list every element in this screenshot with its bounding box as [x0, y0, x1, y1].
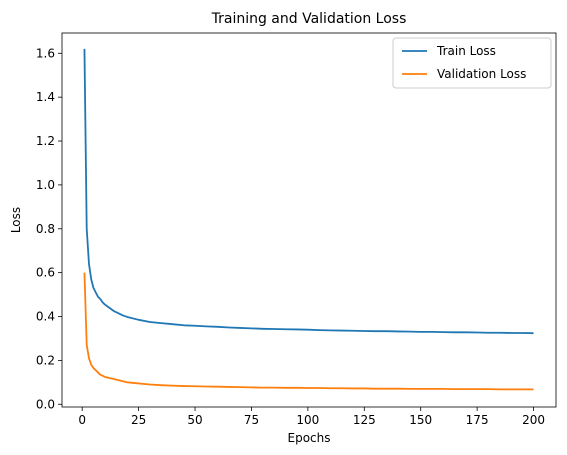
x-tick-label: 75 — [244, 413, 259, 427]
x-tick-label: 25 — [131, 413, 146, 427]
y-tick-label: 1.6 — [36, 46, 55, 60]
legend-label-train-loss: Train Loss — [436, 44, 496, 58]
x-tick-label: 0 — [78, 413, 86, 427]
plot-area — [62, 33, 556, 407]
legend: Train Loss Validation Loss — [392, 37, 552, 89]
x-tick-label: 50 — [187, 413, 202, 427]
series-line-train-loss — [83, 48, 534, 335]
axes-layer: 0 25 50 75 100 125 150 175 200 0.0 0.2 0.4 0.6 0.8 1.0… — [36, 32, 557, 427]
plot-background — [62, 33, 556, 407]
y-tick-label: 0.4 — [36, 310, 55, 324]
series-layer — [83, 48, 534, 391]
y-tick-label: 0.2 — [36, 353, 55, 367]
y-tick-label: 1.2 — [36, 134, 55, 148]
y-tick-label: 0.8 — [36, 222, 55, 236]
y-tick-label: 1.4 — [36, 90, 55, 104]
x-tick-label: 125 — [353, 413, 376, 427]
chart-title: Training and Validation Loss — [211, 11, 407, 27]
x-tick-label: 175 — [466, 413, 489, 427]
y-axis-label: Loss — [9, 207, 23, 233]
y-tick-label: 0.0 — [36, 397, 55, 411]
x-axis-label: Epochs — [288, 431, 331, 445]
series-line-validation-loss — [83, 272, 534, 391]
y-tick-label: 0.6 — [36, 266, 55, 280]
y-tick-label: 1.0 — [36, 178, 55, 192]
x-tick-label: 100 — [296, 413, 319, 427]
x-tick-label: 150 — [409, 413, 432, 427]
legend-label-validation-loss: Validation Loss — [437, 67, 526, 81]
axes-frame — [61, 32, 557, 408]
x-tick-label: 200 — [522, 413, 545, 427]
legend-box — [392, 37, 552, 89]
